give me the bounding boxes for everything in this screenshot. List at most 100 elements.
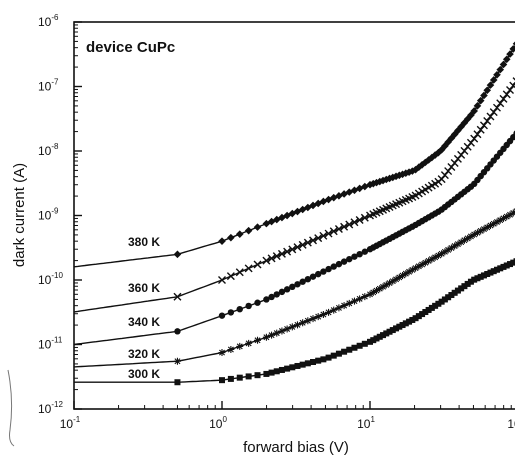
data-point-diamond <box>502 55 511 64</box>
data-point-square <box>425 306 432 313</box>
data-point-square <box>254 372 261 379</box>
axis-ticks: 10-11001011010-1210-1110-1010-910-810-71… <box>38 13 515 431</box>
data-point-square <box>471 276 478 283</box>
data-point-star <box>412 264 420 272</box>
y-tick-exponent: -12 <box>51 400 63 409</box>
data-point-diamond <box>509 45 515 53</box>
data-point-diamond <box>408 167 417 175</box>
data-point-square <box>513 258 515 265</box>
data-point-cross <box>319 231 328 240</box>
data-point-cross <box>173 292 182 301</box>
data-point-cross <box>483 116 492 125</box>
data-point-circle <box>218 312 226 319</box>
data-point-circle <box>315 270 322 278</box>
data-point-star <box>288 323 296 331</box>
data-point-cross <box>496 99 505 108</box>
data-point-diamond <box>283 211 291 220</box>
data-point-diamond <box>262 219 271 228</box>
data-point-diamond <box>493 70 501 79</box>
data-point-diamond <box>421 158 430 167</box>
y-tick-label: 10-12 <box>38 400 63 416</box>
data-point-circle <box>351 253 358 260</box>
data-point-square <box>278 366 285 373</box>
data-point-cross <box>502 90 511 99</box>
data-point-square <box>415 313 422 320</box>
data-point-diamond <box>418 160 426 169</box>
data-point-star <box>382 281 390 289</box>
data-point-square <box>428 304 435 311</box>
data-point-star <box>389 277 397 285</box>
data-point-diamond <box>428 153 436 162</box>
data-point-diamond <box>424 156 433 164</box>
y-tick-label: 10-7 <box>38 78 59 94</box>
data-point-circle <box>361 248 369 255</box>
data-point-diamond <box>355 184 364 193</box>
data-point-diamond <box>309 201 317 210</box>
data-point-square <box>174 379 181 386</box>
data-point-star <box>470 231 478 239</box>
data-point-cross <box>314 234 323 243</box>
data-point-square <box>219 377 225 384</box>
data-point-diamond <box>235 230 244 238</box>
data-point-circle <box>299 278 306 285</box>
data-point-diamond <box>173 250 182 259</box>
data-point-diamond <box>470 107 478 115</box>
data-point-star <box>431 253 439 261</box>
data-point-star <box>227 345 235 353</box>
data-point-star <box>283 325 291 333</box>
x-tick-label: 100 <box>209 415 227 431</box>
data-point-cross <box>360 213 369 222</box>
data-point-star <box>273 329 281 337</box>
data-point-circle <box>309 273 317 280</box>
data-point-star <box>309 315 317 323</box>
data-point-diamond <box>267 217 276 226</box>
data-point-square <box>351 344 358 351</box>
data-point-star <box>425 257 433 265</box>
data-point-star <box>350 297 358 305</box>
data-point-square <box>461 283 468 290</box>
data-point-square <box>273 368 280 375</box>
series-label: 380 K <box>128 235 160 249</box>
data-point-star <box>399 272 407 280</box>
data-point-circle <box>294 281 301 288</box>
data-point-star <box>441 248 449 256</box>
data-point-cross <box>489 108 498 117</box>
data-point-diamond <box>506 50 514 58</box>
data-point-square <box>474 275 481 282</box>
y-tick-label: 10-6 <box>38 13 59 29</box>
data-point-square <box>490 268 497 275</box>
y-tick-label: 10-8 <box>38 142 59 158</box>
y-tick-base: 10 <box>38 273 52 287</box>
data-point-circle <box>283 286 291 293</box>
data-point-star <box>335 304 343 312</box>
data-point-star <box>376 285 384 293</box>
y-tick-base: 10 <box>38 209 52 223</box>
data-point-diamond <box>379 176 387 185</box>
data-point-cross <box>262 256 271 265</box>
data-point-cross <box>470 134 479 143</box>
y-tick-exponent: -8 <box>51 142 59 151</box>
data-point-square <box>268 369 275 376</box>
data-point-cross <box>345 220 354 229</box>
data-point-diamond <box>395 171 404 180</box>
data-point-star <box>473 229 481 237</box>
data-point-diamond <box>244 226 253 235</box>
data-point-cross <box>334 225 343 234</box>
data-point-star <box>493 218 501 226</box>
data-point-square <box>503 262 510 269</box>
data-point-diamond <box>298 205 307 214</box>
data-point-star <box>319 311 327 319</box>
data-point-cross <box>277 249 286 258</box>
data-point-square <box>399 322 406 329</box>
y-tick-exponent: -6 <box>51 13 59 22</box>
data-point-cross <box>512 77 515 86</box>
data-point-diamond <box>388 173 397 182</box>
x-tick-base: 10 <box>357 417 371 431</box>
series-label: 300 K <box>128 367 160 381</box>
data-point-star <box>173 357 181 365</box>
data-point-star <box>278 327 286 335</box>
data-point-diamond <box>314 199 322 208</box>
data-point-star <box>499 214 507 222</box>
data-point-square <box>284 365 291 372</box>
